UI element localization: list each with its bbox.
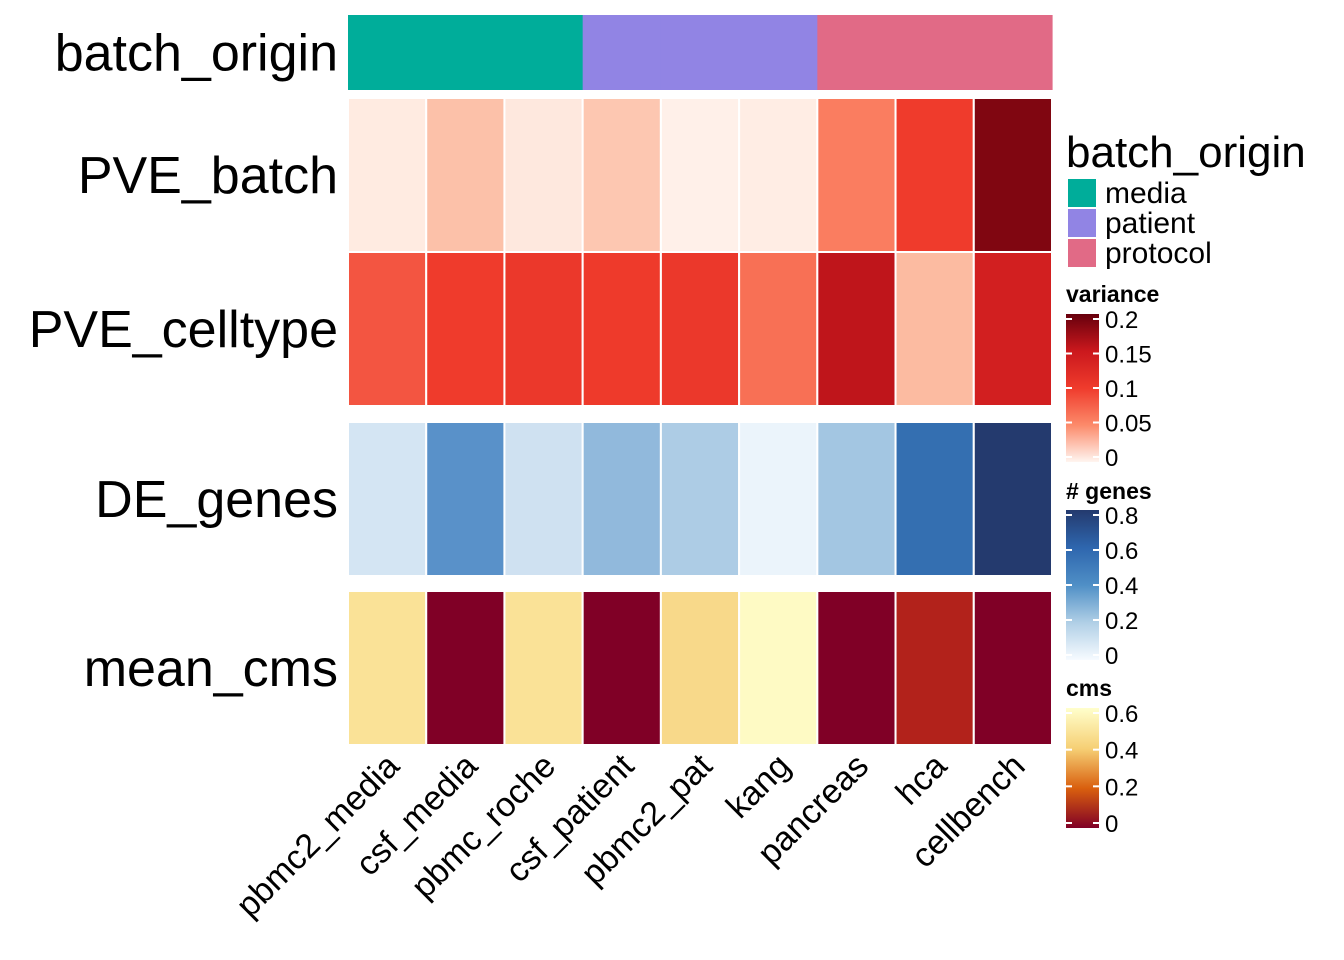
- heatmap-cell: [894, 251, 975, 407]
- colorbar-tick-label: 0.6: [1105, 701, 1138, 728]
- legend-swatch: [1068, 239, 1096, 267]
- heatmap-cell: [972, 590, 1053, 746]
- colorbar-tick-label: 0: [1105, 811, 1118, 838]
- heatmap-cell: [581, 421, 662, 577]
- annotation-cell: [817, 15, 897, 90]
- colorbar-tick-label: 0.15: [1105, 342, 1152, 369]
- heatmap-cell: [738, 97, 819, 253]
- annotation-bar: [348, 15, 1053, 90]
- colorbar-tick-label: 0.2: [1105, 608, 1138, 635]
- heatmap-cell: [816, 97, 897, 253]
- heatmap-cell: [894, 590, 975, 746]
- annotation-cell: [739, 15, 818, 90]
- legend-title: batch_origin: [1066, 128, 1306, 177]
- colorbar-tick-label: 0.1: [1105, 376, 1138, 403]
- colorbar-tick-label: 0: [1105, 643, 1118, 670]
- annotation-cell: [973, 15, 1053, 90]
- heatmap-cell: [816, 421, 897, 577]
- annotation-cell: [582, 15, 662, 90]
- colorbar-tick-label: 0.2: [1105, 774, 1138, 801]
- heatmap-cell: [347, 421, 428, 577]
- row-label: PVE_celltype: [29, 301, 338, 359]
- colorbar-title: # genes: [1066, 478, 1152, 504]
- legend-swatch: [1068, 179, 1096, 207]
- row-label: DE_genes: [95, 471, 338, 529]
- annotation-cell: [504, 15, 584, 90]
- annotation-cell: [348, 15, 427, 90]
- heatmap-cell: [425, 590, 506, 746]
- heatmap-cell: [425, 97, 506, 253]
- colorbar-tick-label: 0.2: [1105, 307, 1138, 334]
- heatmap-cell: [425, 251, 506, 407]
- colorbar-tick-label: 0.4: [1105, 738, 1138, 765]
- column-label: hca: [889, 747, 955, 813]
- heatmap-cell: [347, 97, 428, 253]
- colorbar-tick-label: 0.4: [1105, 573, 1138, 600]
- colorbar-tick-label: 0: [1105, 445, 1118, 472]
- legend-label: media: [1105, 177, 1187, 210]
- colorbar-tick-label: 0.05: [1105, 411, 1152, 438]
- row-label: mean_cms: [84, 640, 338, 698]
- heatmap-cell: [581, 251, 662, 407]
- colorbar-tick-label: 0.6: [1105, 538, 1138, 565]
- heatmap-cell: [972, 421, 1053, 577]
- heatmap-cell: [738, 590, 819, 746]
- annotation-cell: [426, 15, 506, 90]
- heatmap-cell: [659, 251, 741, 407]
- heatmap-cell: [581, 590, 662, 746]
- row-label: batch_origin: [55, 25, 338, 83]
- heatmap-cell: [659, 97, 741, 253]
- heatmap-cell: [425, 421, 506, 577]
- row-label: PVE_batch: [78, 147, 338, 205]
- heatmap-cell: [972, 251, 1053, 407]
- annotation-cell: [660, 15, 740, 90]
- legend-swatch: [1068, 209, 1096, 237]
- heatmap-cell: [659, 590, 741, 746]
- heatmap-cells: [347, 97, 1053, 746]
- colorbar-title: cms: [1066, 675, 1112, 701]
- annotation-cell: [895, 15, 975, 90]
- colorbar-title: variance: [1066, 281, 1159, 307]
- heatmap-cell: [894, 97, 975, 253]
- heatmap-cell: [816, 590, 897, 746]
- heatmap-cell: [816, 251, 897, 407]
- heatmap-cell: [503, 97, 584, 253]
- heatmap-cell: [503, 421, 584, 577]
- heatmap-cell: [972, 97, 1053, 253]
- heatmap-cell: [738, 421, 819, 577]
- heatmap-cell: [503, 590, 584, 746]
- colorbar-tick-label: 0.8: [1105, 503, 1138, 530]
- column-labels: pbmc2_mediacsf_mediapbmc_rochecsf_patien…: [229, 746, 1033, 924]
- colorbar: [1066, 708, 1099, 828]
- heatmap-cell: [347, 590, 428, 746]
- heatmap-cell: [659, 421, 741, 577]
- heatmap-cell: [894, 421, 975, 577]
- heatmap-cell: [347, 251, 428, 407]
- legend-label: patient: [1105, 207, 1196, 240]
- row-labels: batch_origin PVE_batch PVE_celltype DE_gene…: [29, 25, 338, 699]
- heatmap-cell: [738, 251, 819, 407]
- legend-label: protocol: [1105, 237, 1212, 270]
- heatmap-cell: [503, 251, 584, 407]
- heatmap-cell: [581, 97, 662, 253]
